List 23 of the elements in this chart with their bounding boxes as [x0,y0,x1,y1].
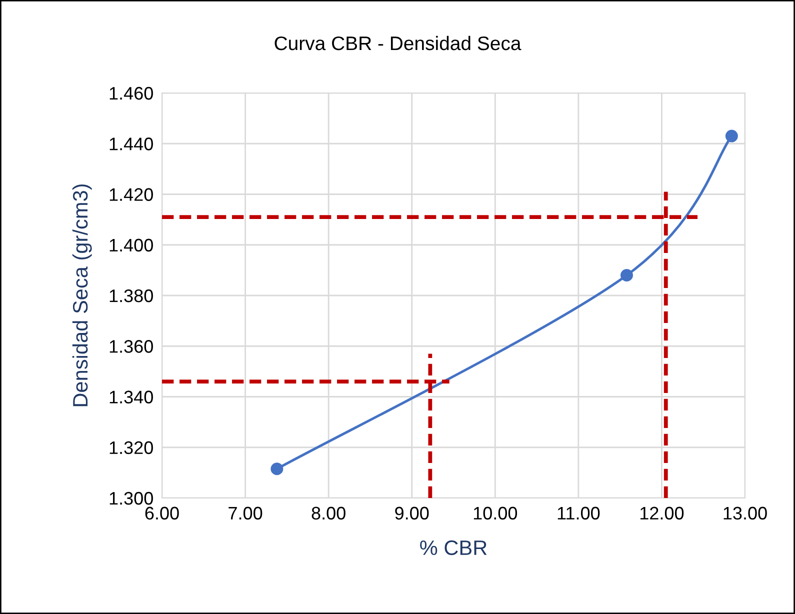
x-tick-label: 9.00 [395,506,429,520]
x-tick-label: 7.00 [228,506,262,520]
point [270,462,284,476]
y-tick-label: 1.400 [110,238,153,252]
y-tick-label: 1.320 [110,441,153,454]
y-tick-label: 1.300 [110,492,153,505]
y-axis-title: Densidad Seca (gr/cm3) [72,184,92,406]
point [620,269,633,282]
y-tick-label: 1.360 [110,340,153,353]
x-axis-title: % CBR [420,540,487,556]
y-tick-label: 1.420 [110,188,153,201]
y-tick-label: 1.460 [110,86,153,100]
x-tick-label: 11.00 [558,506,600,520]
point [725,130,738,142]
x-tick-label: 6.00 [145,506,179,520]
x-tick-label: 13.00 [724,506,767,520]
x-tick-label: 8.00 [312,506,346,520]
x-tick-label: 10.00 [474,506,518,520]
x-tick-label: 12.00 [640,506,684,520]
chart-title: Curva CBR - Densidad Seca [274,36,522,50]
y-tick-label: 1.440 [110,138,153,150]
y-tick-label: 1.380 [110,289,153,302]
y-tick-label: 1.340 [110,390,153,404]
